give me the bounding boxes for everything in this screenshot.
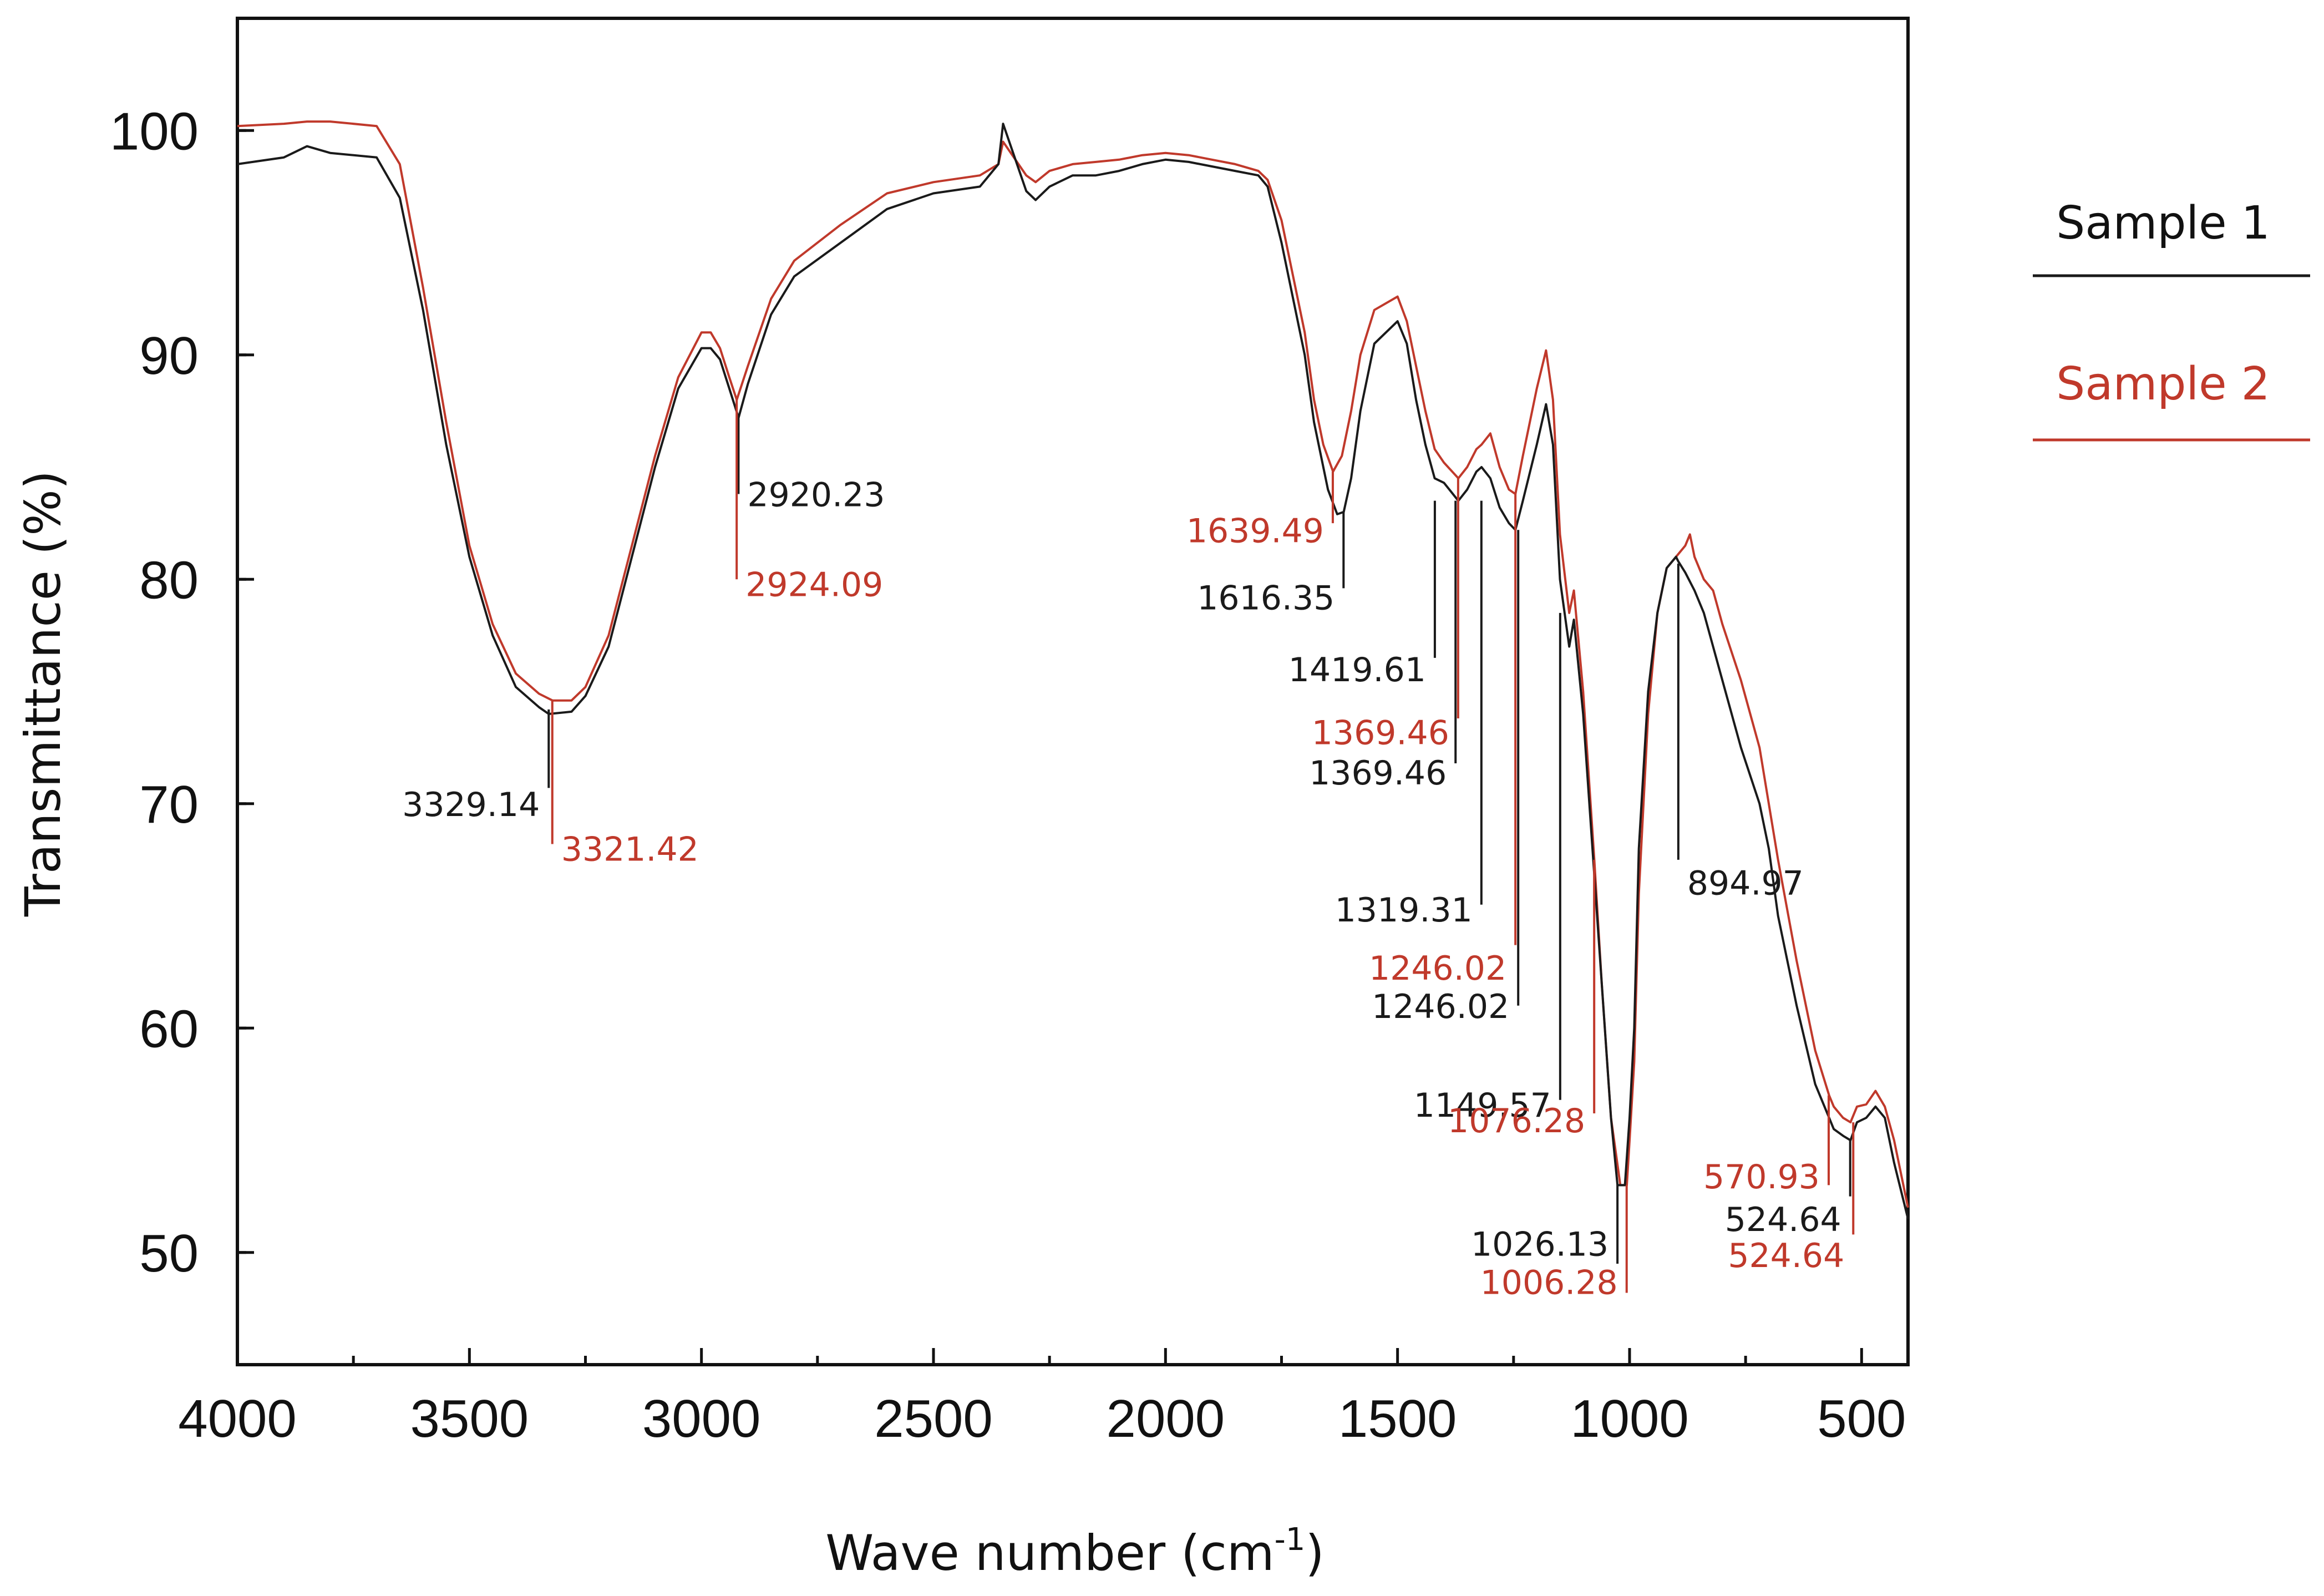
x-axis-title-end: ) xyxy=(1305,1524,1324,1582)
y-tick-label-80: 80 xyxy=(139,550,199,610)
peak-label-8: 1369.46 xyxy=(1309,754,1447,793)
peak-label-15: 1006.28 xyxy=(1480,1263,1618,1302)
x-tick-label-1500: 1500 xyxy=(1338,1389,1457,1448)
peak-label-13: 1076.28 xyxy=(1448,1102,1585,1141)
y-tick-label-70: 70 xyxy=(139,775,199,834)
x-tick-label-500: 500 xyxy=(1817,1389,1906,1448)
x-tick-label-1000: 1000 xyxy=(1570,1389,1689,1448)
peak-label-18: 524.64 xyxy=(1725,1200,1841,1239)
y-tick-label-100: 100 xyxy=(110,102,199,161)
x-tick-label-3000: 3000 xyxy=(642,1389,761,1448)
peak-label-19: 524.64 xyxy=(1728,1237,1844,1275)
peak-label-4: 1639.49 xyxy=(1186,511,1324,550)
x-tick-label-3500: 3500 xyxy=(410,1389,529,1448)
x-tick-label-2000: 2000 xyxy=(1107,1389,1225,1448)
x-tick-label-4000: 4000 xyxy=(178,1389,297,1448)
x-axis-title-superscript: -1 xyxy=(1275,1522,1306,1558)
peak-label-10: 1246.02 xyxy=(1369,949,1506,988)
y-tick-label-90: 90 xyxy=(139,326,199,386)
peak-label-17: 570.93 xyxy=(1703,1158,1820,1197)
series-lines xyxy=(237,120,1909,1219)
peak-label-16: 894.97 xyxy=(1687,864,1804,903)
peak-label-2: 2920.23 xyxy=(747,476,885,515)
peak-label-5: 1616.35 xyxy=(1197,579,1334,618)
peak-label-12: 1149.57 xyxy=(1414,1086,1551,1125)
x-tick-label-2500: 2500 xyxy=(874,1389,993,1448)
peak-label-0: 3329.14 xyxy=(402,786,540,824)
y-tick-label-50: 50 xyxy=(139,1224,199,1283)
x-axis-title: Wave number (cm-1) xyxy=(825,1522,1325,1582)
y-axis-title: Transmittance (%) xyxy=(14,470,72,917)
series-line-sample-2 xyxy=(237,120,1909,1208)
peak-label-3: 2924.09 xyxy=(745,565,883,604)
legend-label-sample-1: Sample 1 xyxy=(2056,197,2270,250)
y-tick-label-60: 60 xyxy=(139,999,199,1058)
x-axis-title-text: Wave number (cm xyxy=(825,1524,1274,1582)
peak-label-7: 1369.46 xyxy=(1312,713,1449,752)
legend-label-sample-2: Sample 2 xyxy=(2056,358,2270,411)
peak-label-1: 3321.42 xyxy=(561,830,699,869)
peak-label-9: 1319.31 xyxy=(1335,891,1473,930)
peak-label-11: 1246.02 xyxy=(1372,987,1509,1026)
peak-annotations: 3329.14 3321.42 2920.23 2924.09 1639.49 1616.… xyxy=(402,399,1855,1302)
peak-label-6: 1419.61 xyxy=(1288,651,1426,690)
series-line-sample-1 xyxy=(237,123,1909,1219)
plot-frame xyxy=(236,17,1910,1366)
legend: Sample 1 Sample 2 xyxy=(2033,197,2310,442)
axis-ticks: 4000 3500 3000 2500 2000 1500 1000 500 50 60 70 80 9… xyxy=(110,102,1906,1448)
peak-label-14: 1026.13 xyxy=(1471,1225,1608,1264)
